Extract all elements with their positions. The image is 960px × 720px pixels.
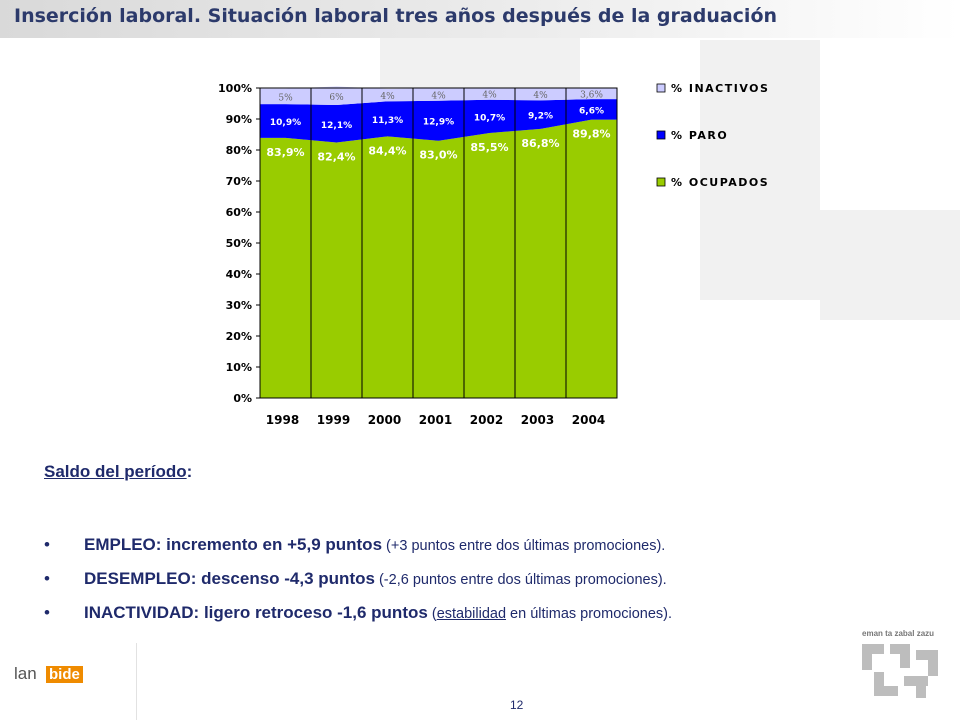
data-label: 12,9% [423, 118, 454, 128]
bullet-detail: (-2,6 puntos entre dos últimas promocion… [374, 572, 667, 588]
legend-label: % OCUPADOS [671, 176, 769, 189]
list-item: INACTIVIDAD: ligero retroceso -1,6 punto… [44, 603, 672, 637]
bullet-detail-pre: ( [427, 606, 437, 622]
series-area-inactivos [260, 86, 617, 106]
y-tick-label: 40% [226, 268, 252, 281]
data-label: 10,7% [474, 113, 505, 123]
bullet-detail-post: en últimas promociones). [506, 606, 673, 622]
x-tick-label: 2004 [572, 413, 605, 427]
data-label: 4% [380, 92, 395, 102]
x-tick-label: 2001 [419, 413, 452, 427]
legend-label: % PARO [671, 129, 728, 142]
data-label: 10,9% [270, 118, 301, 128]
lanbide-logo-lan: lan [14, 664, 37, 683]
data-label: 83,9% [266, 146, 304, 159]
bullet-detail-underlined: estabilidad [436, 606, 507, 622]
gov-logo-text: eman ta zabal zazu [862, 629, 935, 638]
data-label: 89,8% [572, 128, 610, 141]
legend-label: % INACTIVOS [671, 82, 769, 95]
data-label: 86,8% [521, 137, 559, 150]
bullet-bold: INACTIVIDAD: ligero retroceso -1,6 punto… [84, 603, 428, 622]
saldo-label: Saldo del período [44, 462, 187, 481]
y-tick-label: 10% [226, 361, 252, 374]
y-tick-label: 70% [226, 175, 252, 188]
y-tick-label: 0% [233, 392, 252, 405]
lanbide-logo-bide: bide [46, 666, 83, 683]
title-bar: Inserción laboral. Situación laboral tre… [0, 0, 960, 38]
bullet-bold: DESEMPLEO: descenso -4,3 puntos [84, 569, 375, 588]
page-number: 12 [510, 698, 524, 712]
saldo-suffix: : [186, 462, 193, 481]
saldo-heading: Saldo del período: [44, 462, 192, 482]
data-label: 3,6% [580, 91, 603, 101]
data-label: 84,4% [368, 144, 406, 157]
list-item: DESEMPLEO: descenso -4,3 puntos (-2,6 pu… [44, 569, 672, 603]
data-label: 82,4% [317, 151, 355, 164]
data-label: 6,6% [579, 106, 604, 116]
data-label: 5% [278, 93, 293, 103]
basque-government-logo-icon [862, 644, 938, 698]
data-label: 85,5% [470, 141, 508, 154]
data-label: 6% [329, 93, 344, 103]
x-tick-label: 1998 [266, 413, 299, 427]
x-tick-label: 2000 [368, 413, 401, 427]
data-label: 12,1% [321, 121, 352, 131]
y-tick-label: 90% [226, 113, 252, 126]
legend-swatch [656, 83, 666, 93]
y-tick-label: 60% [226, 206, 252, 219]
x-tick-label: 1999 [317, 413, 350, 427]
background-shape [820, 210, 960, 320]
y-tick-label: 20% [226, 330, 252, 343]
summary-list: EMPLEO: incremento en +5,9 puntos (+3 pu… [44, 535, 672, 637]
data-label: 4% [431, 92, 446, 102]
y-tick-label: 30% [226, 299, 252, 312]
y-tick-label: 50% [226, 237, 252, 250]
x-tick-label: 2002 [470, 413, 503, 427]
x-tick-label: 2003 [521, 413, 554, 427]
bullet-bold: EMPLEO: incremento en +5,9 puntos [84, 535, 383, 554]
data-label: 4% [482, 91, 497, 101]
y-tick-label: 80% [226, 144, 252, 157]
data-label: 4% [533, 91, 548, 101]
background-shape [700, 40, 820, 300]
page-title: Inserción laboral. Situación laboral tre… [14, 5, 778, 27]
y-tick-label: 100% [218, 82, 252, 95]
legend-swatch [656, 130, 666, 140]
legend-swatch [656, 177, 666, 187]
stacked-bar-chart: 0% 10% 20% 30% 40% 50% 60% 70% 80% 90% 100% 1998 199… [218, 82, 769, 427]
data-label: 9,2% [528, 112, 553, 122]
series-area-paro [260, 99, 617, 143]
list-item: EMPLEO: incremento en +5,9 puntos (+3 pu… [44, 535, 672, 569]
data-label: 83,0% [419, 149, 457, 162]
bullet-detail: (+3 puntos entre dos últimas promociones… [382, 538, 666, 554]
data-label: 11,3% [372, 116, 403, 126]
series-area-ocupados [260, 119, 617, 399]
